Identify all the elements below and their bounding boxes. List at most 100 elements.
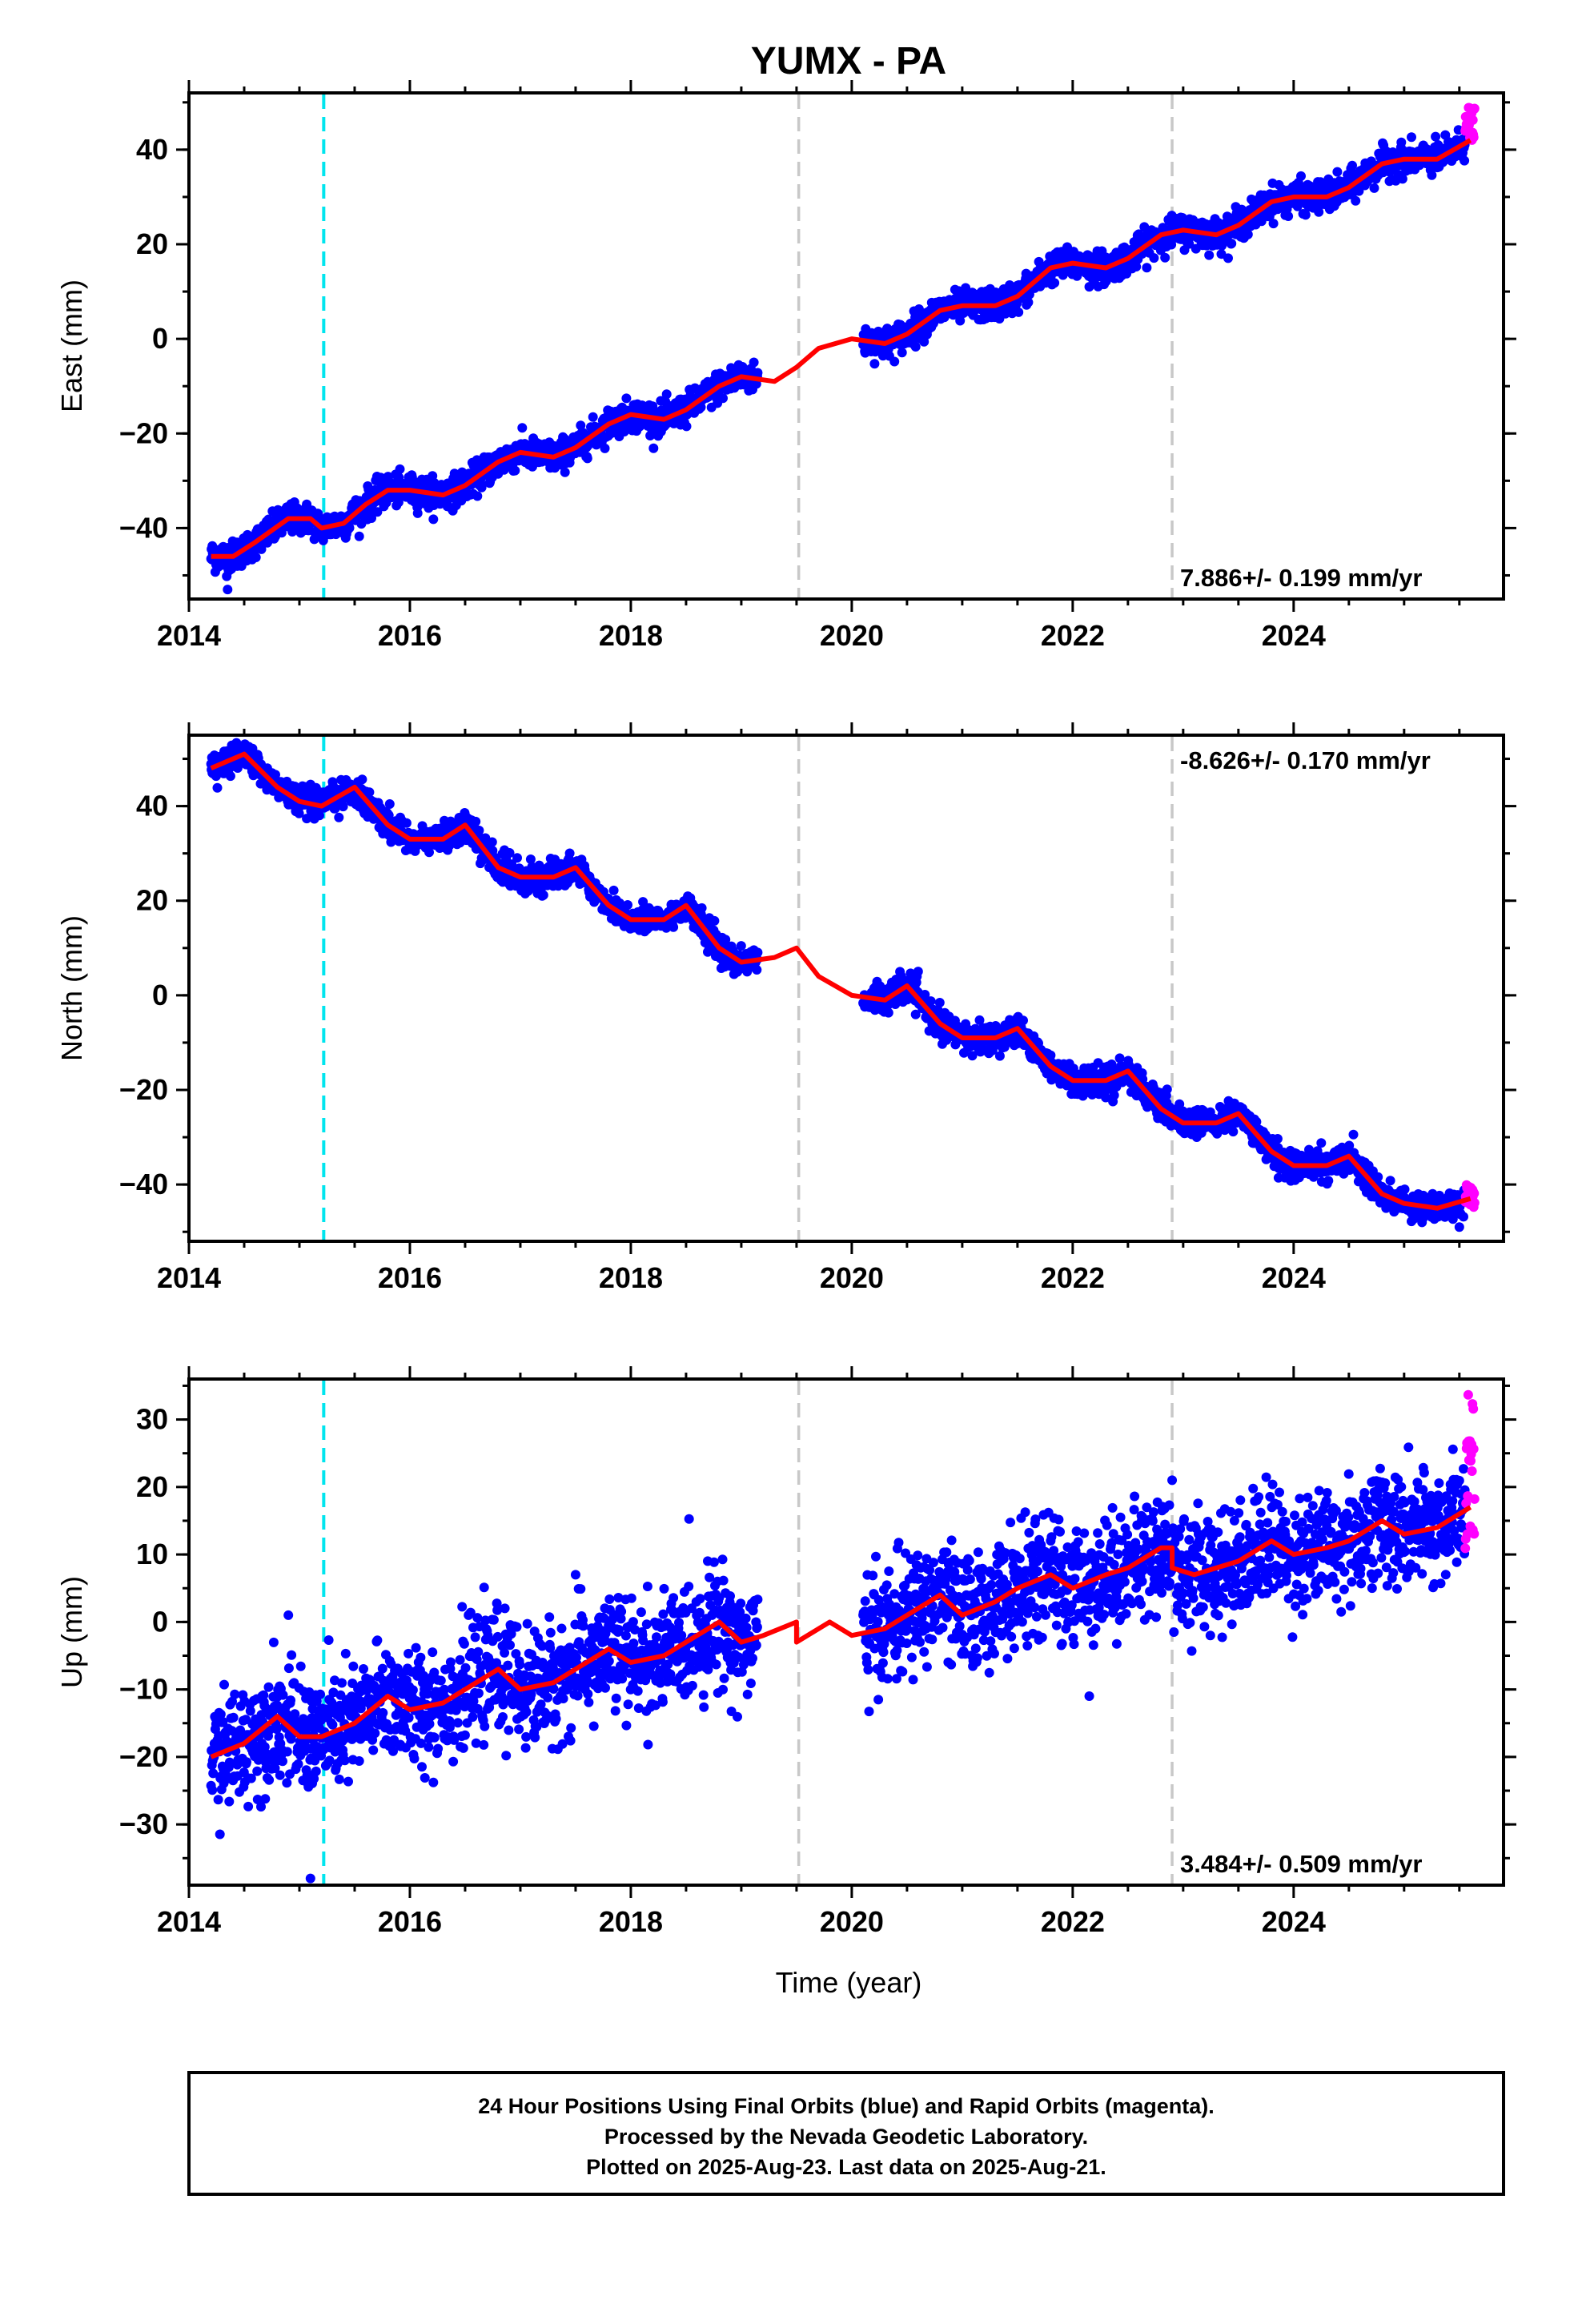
final-orbit-point — [1018, 1015, 1028, 1026]
final-orbit-point — [256, 544, 267, 554]
final-orbit-point — [1283, 211, 1294, 221]
north-panel: 2014 2016 2018 2020 2022 202440200−20−40North… — [55, 722, 1516, 1294]
y-tick-label: 0 — [152, 322, 168, 355]
final-orbit-point — [648, 443, 659, 453]
plot-area — [189, 93, 1504, 599]
final-orbit-point — [1460, 155, 1470, 166]
final-orbit-point — [1351, 195, 1361, 206]
final-orbit-point — [913, 967, 923, 977]
final-orbit-point — [889, 356, 900, 367]
final-orbit-point — [736, 941, 746, 951]
plot-title: YUMX - PA — [751, 40, 946, 82]
final-orbit-point — [344, 523, 355, 533]
final-orbit-point — [338, 802, 348, 812]
final-orbit-point — [669, 922, 679, 932]
final-orbit-point — [1227, 239, 1237, 249]
final-orbit-point — [1014, 307, 1024, 317]
final-orbit-point — [621, 393, 632, 404]
east-panel: 2014 2016 2018 2020 2022 2024 40 20 0 −20 −40 East … — [55, 80, 1516, 652]
final-orbit-point — [1347, 160, 1357, 171]
final-orbit-point — [517, 423, 528, 433]
rapid-orbit-point — [1469, 103, 1480, 114]
final-orbit-point — [1431, 131, 1441, 142]
final-orbit-point — [1160, 252, 1170, 263]
final-orbit-point — [367, 513, 376, 523]
final-orbit-point — [910, 342, 921, 352]
final-orbit-point — [334, 812, 344, 822]
final-orbit-point — [623, 900, 632, 910]
final-orbit-point — [472, 491, 483, 501]
final-orbit-point — [752, 965, 762, 975]
y-tick-label: −20 — [119, 416, 168, 449]
final-orbit-point — [251, 553, 261, 562]
final-orbit-point — [1296, 171, 1306, 181]
final-orbit-point — [588, 412, 598, 422]
y-tick-label: 40 — [136, 133, 168, 166]
final-orbit-point — [487, 837, 497, 847]
final-orbit-point — [1396, 137, 1407, 147]
final-orbit-point — [372, 507, 383, 517]
final-orbit-point — [276, 528, 287, 538]
x-tick-label: 2022 — [1041, 619, 1105, 652]
final-orbit-point — [223, 585, 233, 595]
final-orbit-point — [428, 514, 439, 525]
final-orbit-point — [600, 443, 610, 453]
final-orbit-point — [1162, 1084, 1172, 1095]
final-orbit-point — [1046, 1050, 1056, 1060]
final-orbit-point — [1149, 253, 1159, 263]
x-tick-label: 2016 — [378, 619, 442, 652]
final-orbit-point — [934, 998, 945, 1007]
final-orbit-point — [395, 464, 405, 474]
final-orbit-point — [401, 818, 412, 828]
y-tick-label: 20 — [136, 227, 168, 260]
final-orbit-point — [1243, 229, 1253, 239]
final-orbit-point — [994, 1051, 1005, 1061]
final-orbit-point — [393, 497, 404, 508]
final-orbit-point — [883, 1007, 893, 1018]
final-orbit-point — [1407, 132, 1416, 143]
velocity-rate-label: 7.886+/- 0.199 mm/yr — [1180, 564, 1422, 592]
final-orbit-point — [560, 467, 570, 477]
x-tick-label: 2024 — [1262, 619, 1326, 652]
final-orbit-point — [1369, 183, 1379, 193]
final-orbit-point — [718, 393, 728, 404]
y-axis-label: East (mm) — [55, 279, 88, 412]
final-orbit-point — [709, 915, 720, 926]
final-orbit-point — [1223, 253, 1233, 263]
final-orbit-point — [697, 903, 707, 913]
final-orbit-point — [412, 508, 423, 518]
y-tick-label: −40 — [119, 511, 168, 544]
final-orbit-point — [384, 799, 395, 809]
rapid-orbit-point — [1468, 115, 1478, 125]
final-orbit-point — [753, 947, 763, 958]
final-orbit-point — [608, 885, 619, 895]
final-orbit-point — [212, 782, 223, 793]
final-orbit-point — [207, 541, 218, 551]
final-orbit-point — [1109, 1090, 1119, 1100]
final-orbit-point — [897, 348, 907, 358]
final-orbit-point — [661, 389, 672, 400]
final-orbit-point — [471, 816, 481, 826]
final-orbit-point — [357, 774, 367, 785]
final-orbit-point — [1204, 250, 1215, 260]
final-orbit-point — [364, 787, 375, 798]
final-orbit-point — [926, 996, 936, 1007]
final-orbit-point — [354, 531, 364, 541]
final-orbit-point — [1332, 167, 1343, 177]
final-orbit-point — [576, 420, 586, 431]
x-tick-label: 2014 — [157, 619, 221, 652]
x-tick-label: 2020 — [820, 619, 884, 652]
final-orbit-point — [681, 421, 692, 432]
final-orbit-point — [1084, 282, 1094, 292]
final-orbit-point — [512, 853, 522, 863]
final-orbit-point — [1142, 263, 1152, 273]
final-orbit-point — [476, 482, 487, 493]
final-orbit-point — [1050, 278, 1060, 288]
final-orbit-point — [749, 357, 759, 368]
final-orbit-point — [225, 771, 235, 782]
final-orbit-point — [869, 359, 880, 369]
final-orbit-point — [538, 890, 548, 900]
final-orbit-point — [1268, 219, 1279, 229]
x-tick-label: 2018 — [599, 619, 663, 652]
